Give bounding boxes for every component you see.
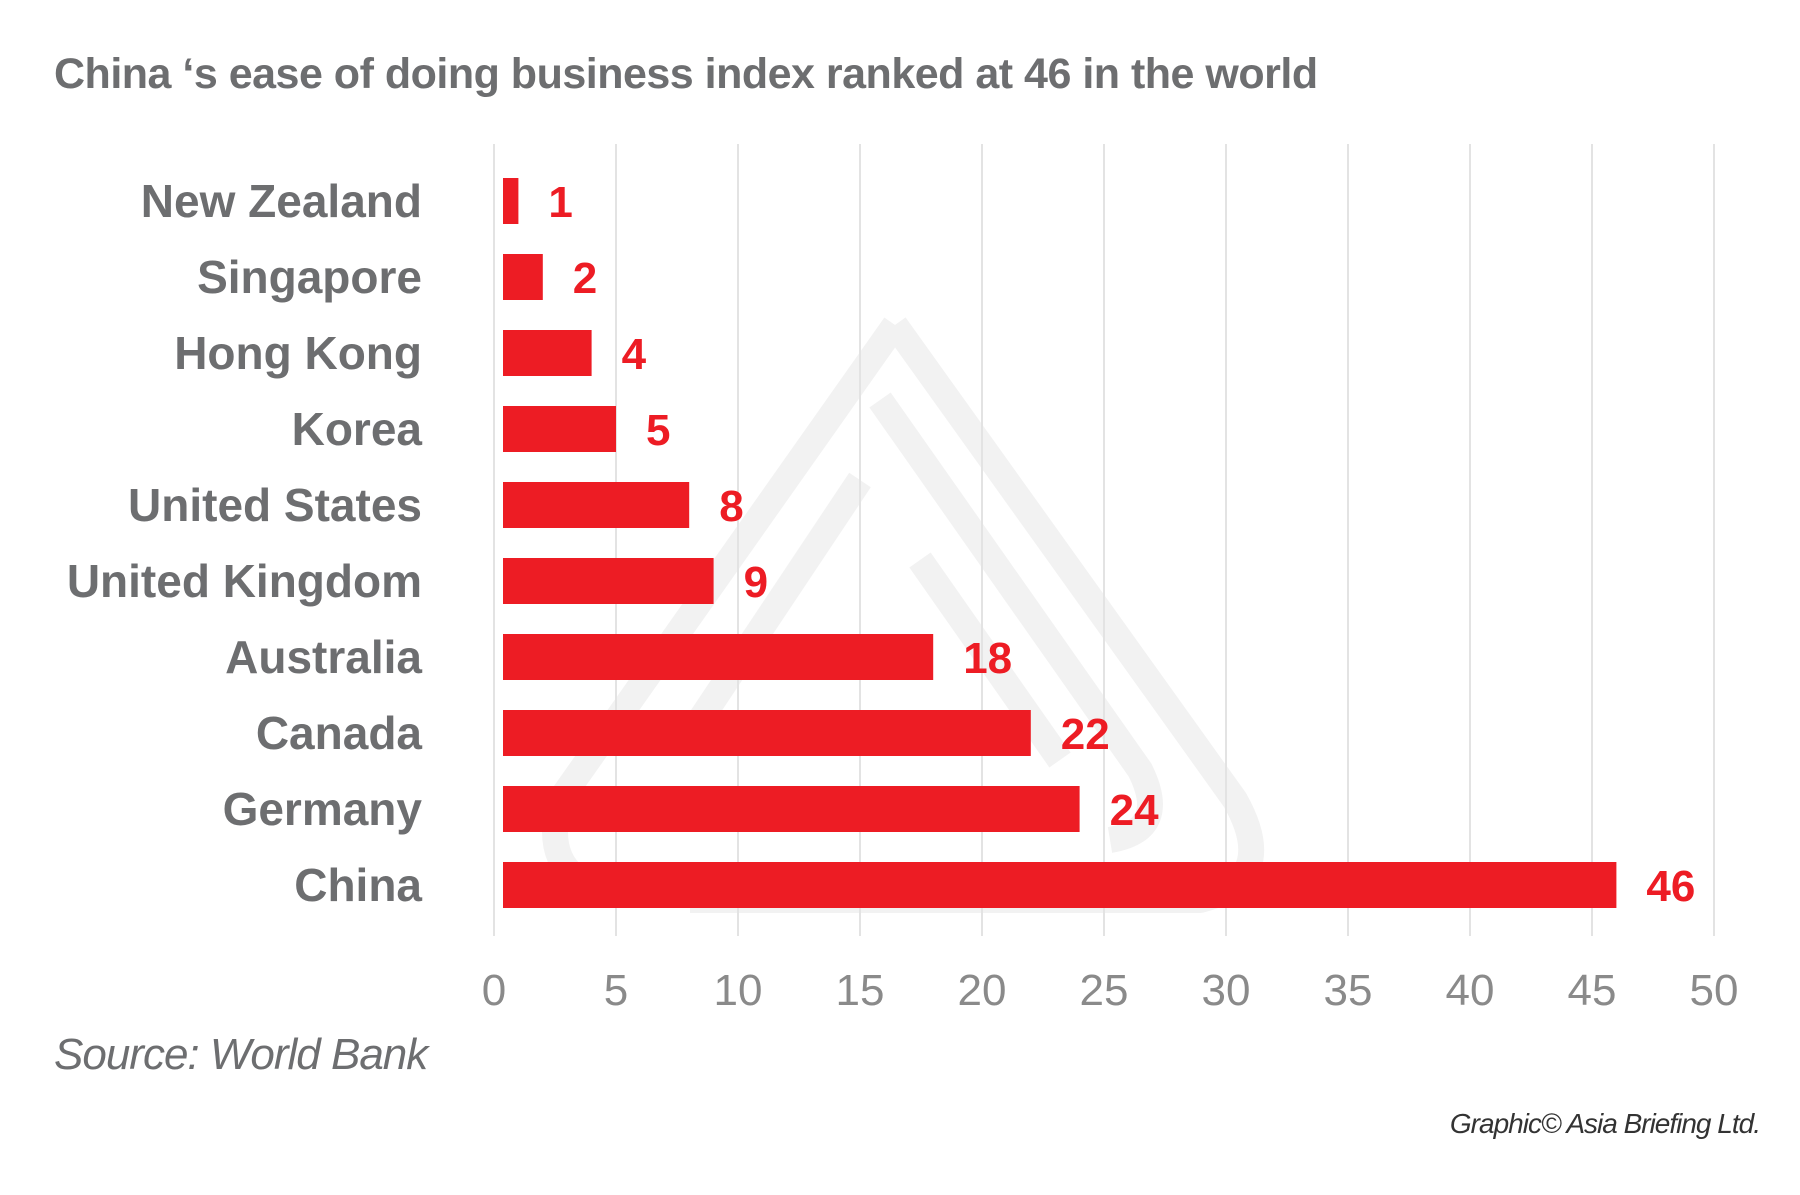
category-label: Singapore xyxy=(197,251,422,303)
bar xyxy=(503,254,543,300)
x-tick-label: 15 xyxy=(836,966,885,1015)
bar xyxy=(503,634,934,680)
category-label: New Zealand xyxy=(141,175,422,227)
bar xyxy=(503,786,1080,832)
category-label: United States xyxy=(128,479,422,531)
bar xyxy=(503,710,1031,756)
data-label: 46 xyxy=(1646,862,1695,911)
bar xyxy=(503,178,519,224)
category-label: China xyxy=(294,859,422,911)
bar xyxy=(503,558,714,604)
x-tick-label: 40 xyxy=(1446,966,1495,1015)
category-label: United Kingdom xyxy=(67,555,422,607)
data-label: 9 xyxy=(744,558,768,607)
x-tick-label: 50 xyxy=(1690,966,1739,1015)
source-note: Source: World Bank xyxy=(54,1030,428,1079)
chart-title: China ‘s ease of doing business index ra… xyxy=(54,50,1318,98)
category-label: Germany xyxy=(223,783,423,835)
category-label: Australia xyxy=(225,631,422,683)
bar xyxy=(503,406,616,452)
graphic-credit: Graphic© Asia Briefing Ltd. xyxy=(1449,1108,1761,1139)
data-label: 24 xyxy=(1110,786,1159,835)
data-label: 18 xyxy=(963,634,1012,683)
data-label: 1 xyxy=(548,178,572,227)
data-label: 22 xyxy=(1061,710,1110,759)
bar xyxy=(503,330,592,376)
bar xyxy=(503,482,690,528)
x-tick-label: 20 xyxy=(958,966,1007,1015)
category-label: Hong Kong xyxy=(174,327,422,379)
category-label: Canada xyxy=(256,707,423,759)
x-tick-label: 25 xyxy=(1080,966,1129,1015)
category-label: Korea xyxy=(292,403,423,455)
x-tick-label: 35 xyxy=(1324,966,1373,1015)
data-label: 4 xyxy=(622,330,647,379)
watermark-stroke xyxy=(869,392,1163,853)
x-tick-label: 0 xyxy=(482,966,506,1015)
data-label: 8 xyxy=(719,482,743,531)
bar xyxy=(503,862,1617,908)
x-tick-label: 45 xyxy=(1568,966,1617,1015)
x-tick-label: 10 xyxy=(714,966,763,1015)
x-tick-label: 30 xyxy=(1202,966,1251,1015)
data-label: 5 xyxy=(646,406,670,455)
x-tick-label: 5 xyxy=(604,966,628,1015)
data-label: 2 xyxy=(573,254,597,303)
